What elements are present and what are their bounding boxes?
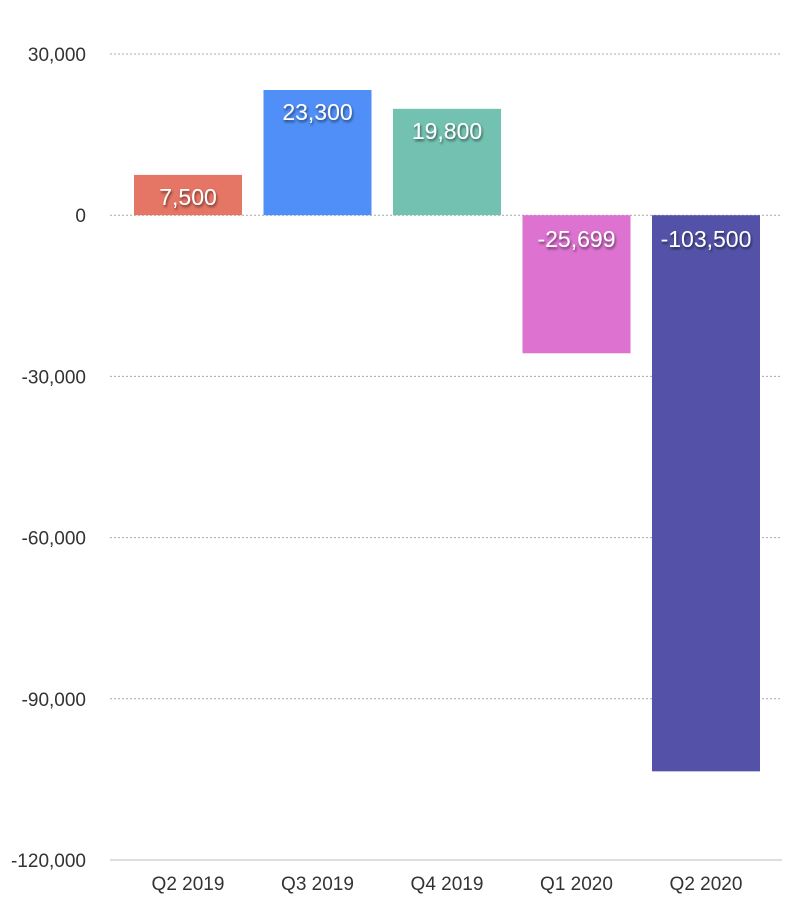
data-label: 19,800 (412, 118, 482, 144)
x-tick-label: Q3 2019 (281, 874, 354, 895)
y-tick-label: -120,000 (11, 851, 86, 872)
bar-q2-2019 (134, 174, 242, 216)
x-tick-label: Q2 2019 (152, 874, 225, 895)
y-tick-label: 0 (75, 206, 86, 227)
bar-q3-2019 (263, 90, 372, 216)
y-axis-ticks: 30,000 0 -30,000 -60,000 -90,000 -120,000 (11, 45, 86, 872)
bar-q2-2020 (652, 215, 760, 772)
y-tick-label: -90,000 (22, 690, 86, 711)
y-tick-label: -30,000 (22, 367, 86, 388)
x-tick-label: Q4 2019 (411, 874, 484, 895)
data-label: -25,699 (537, 226, 615, 252)
bar-q4-2019 (393, 108, 501, 216)
data-label: 23,300 (282, 99, 352, 125)
x-tick-label: Q1 2020 (540, 874, 613, 895)
x-axis-labels: Q2 2019 Q3 2019 Q4 2019 Q1 2020 Q2 2020 (152, 874, 743, 895)
data-labels: 7,500 23,300 19,800 -25,699 -103,500 (159, 99, 751, 252)
y-tick-label: -60,000 (22, 529, 86, 550)
data-label: -103,500 (661, 226, 752, 252)
bars (134, 90, 760, 772)
data-label: 7,500 (159, 184, 217, 210)
x-tick-label: Q2 2020 (670, 874, 743, 895)
y-tick-label: 30,000 (28, 45, 86, 66)
bar-q1-2020 (522, 215, 631, 354)
